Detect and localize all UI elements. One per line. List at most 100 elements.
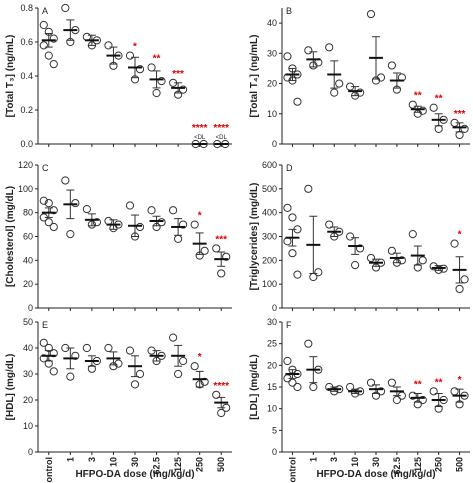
- x-tick-label: 125: [173, 457, 183, 472]
- data-point: [356, 244, 365, 253]
- y-tick-label: 500: [262, 184, 277, 194]
- x-tick-label: 125: [413, 457, 423, 472]
- x-tick-label: Control: [287, 457, 297, 483]
- data-point: [217, 269, 226, 278]
- significance: **: [153, 54, 161, 65]
- data-point: [455, 284, 464, 294]
- data-point: [304, 184, 313, 193]
- significance: *: [458, 230, 462, 241]
- data-point: [325, 43, 334, 52]
- data-point: [283, 356, 292, 366]
- data-point: [61, 176, 70, 185]
- y-tick-label: 0: [28, 303, 33, 313]
- significance: ***: [172, 69, 184, 80]
- data-point: [104, 216, 113, 226]
- significance: **: [435, 94, 443, 105]
- data-point: [418, 395, 427, 405]
- data-point: [104, 41, 113, 50]
- data-point: [387, 61, 396, 70]
- data-point: [288, 213, 297, 222]
- y-axis-label: [Total T₃] (ng/mL): [5, 35, 16, 118]
- data-point: [330, 88, 339, 97]
- x-tick-label: 1: [308, 457, 318, 462]
- data-point: [49, 222, 58, 232]
- data-point: [346, 232, 355, 241]
- significance: **: [414, 380, 422, 391]
- panel-letter: B: [286, 6, 292, 16]
- x-tick-label: 500: [455, 457, 465, 472]
- significance: *: [133, 42, 137, 53]
- y-tick-label: 0.8: [20, 3, 33, 13]
- data-point: [39, 338, 48, 347]
- y-axis-label: [HDL] (mg/dL): [5, 354, 16, 421]
- data-point: [39, 41, 48, 50]
- data-point: [460, 124, 469, 133]
- data-point: [190, 362, 199, 371]
- data-point: [125, 201, 135, 210]
- x-tick-label: 10: [108, 457, 118, 467]
- x-tick-label: 250: [434, 457, 444, 472]
- data-point: [157, 77, 166, 86]
- data-point: [130, 380, 140, 389]
- data-point: [82, 343, 91, 353]
- data-point: [135, 222, 145, 232]
- y-tick-label: 0: [272, 139, 277, 149]
- data-point: [104, 343, 113, 353]
- data-point: [387, 378, 396, 387]
- data-point: [366, 253, 376, 263]
- data-point: [200, 377, 209, 386]
- y-tick-label: 10: [23, 421, 33, 431]
- data-point: [408, 230, 417, 239]
- y-axis-label: [Cholesterol] (mg/dL): [5, 186, 16, 287]
- data-point: [39, 196, 48, 205]
- significance: *: [198, 352, 202, 363]
- y-tick-label: 40: [267, 18, 277, 28]
- data-point: [147, 206, 156, 215]
- data-point: [49, 349, 58, 358]
- data-point: [217, 408, 226, 418]
- significance: ***: [454, 109, 466, 120]
- y-axis-label: [Triglycerides] (mg/dL): [249, 183, 260, 291]
- data-point: [179, 220, 188, 229]
- data-point: [429, 103, 438, 112]
- x-tick-label: 30: [371, 457, 381, 467]
- data-point: [114, 359, 123, 368]
- significance: **: [414, 91, 422, 102]
- y-tick-label: 15: [267, 382, 277, 392]
- data-point: [174, 369, 183, 379]
- data-point: [418, 256, 427, 265]
- y-tick-label: 100: [262, 279, 277, 289]
- data-point: [92, 218, 101, 227]
- data-point: [351, 261, 360, 270]
- data-point: [325, 220, 334, 229]
- data-point: [66, 372, 75, 381]
- panel-letter: C: [42, 163, 49, 173]
- y-tick-label: 40: [23, 343, 33, 353]
- y-tick-label: 600: [262, 160, 277, 170]
- data-point: [314, 268, 323, 277]
- data-point: [335, 79, 344, 88]
- y-tick-label: 50: [23, 317, 33, 327]
- data-point: [61, 3, 70, 13]
- data-point: [157, 218, 166, 227]
- data-point: [460, 275, 469, 284]
- data-point: [392, 395, 401, 405]
- x-tick-label: 3: [329, 457, 339, 462]
- below-dl: <DL: [194, 135, 206, 141]
- y-tick-label: 60: [23, 232, 33, 242]
- y-tick-label: 20: [267, 79, 277, 89]
- data-point: [293, 382, 302, 392]
- data-point: [212, 390, 221, 399]
- data-point: [293, 270, 302, 279]
- data-point: [174, 234, 183, 243]
- y-tick-label: 0.4: [20, 71, 33, 81]
- data-point: [304, 46, 313, 55]
- significance: ****: [213, 381, 229, 392]
- y-tick-label: 25: [267, 339, 277, 349]
- x-tick-label: 3: [87, 457, 97, 462]
- x-tick-label: 10: [350, 457, 360, 467]
- data-point: [147, 63, 156, 72]
- y-tick-label: 20: [267, 360, 277, 370]
- panel-letter: A: [42, 6, 48, 16]
- data-point: [283, 52, 292, 61]
